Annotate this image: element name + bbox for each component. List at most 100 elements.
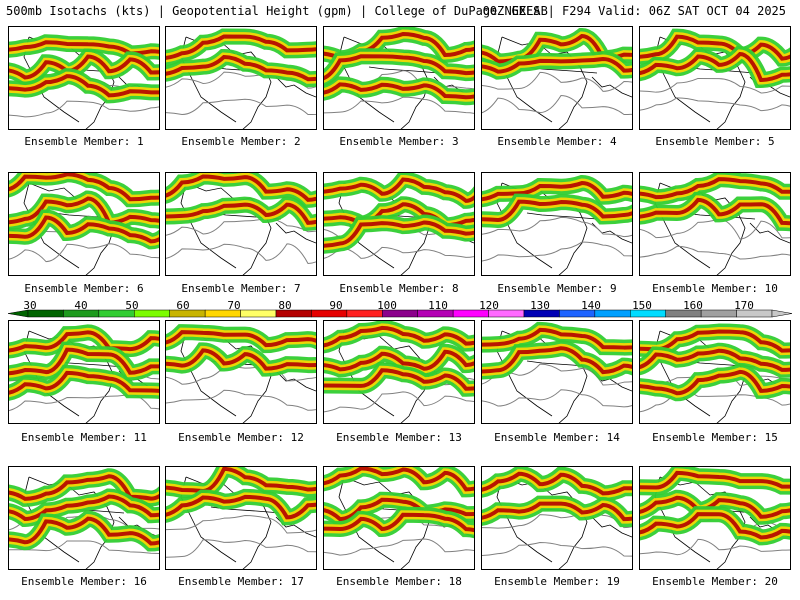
jet-streak [482,501,632,522]
panel-caption-14: Ensemble Member: 14 [494,431,620,444]
colorbar-tick-label: 110 [428,299,448,312]
ensemble-panel-15 [639,320,791,424]
map-panel-2 [166,28,316,129]
panel-caption-17: Ensemble Member: 17 [178,575,304,588]
ensemble-panel-12 [165,320,317,424]
jet-streak [9,40,159,56]
height-contour [482,216,632,238]
coastline [23,476,159,569]
height-contour [9,540,159,555]
height-contour [482,389,632,408]
panel-caption-12: Ensemble Member: 12 [178,431,304,444]
map-panel-20 [640,467,790,569]
jet-streak [9,347,159,376]
map-panel-3 [324,27,474,129]
colorbar-tick-label: 90 [329,299,343,312]
jet-streak [640,470,790,490]
jet-streak [640,369,790,396]
height-contour [166,98,316,116]
ensemble-panel-10 [639,172,791,276]
colorbar-tick-label: 50 [125,299,139,312]
panel-caption-9: Ensemble Member: 9 [497,282,617,295]
jet-streak [324,512,474,533]
jet-streak [640,495,790,519]
ensemble-panel-13 [323,320,475,424]
ensemble-panel-9 [481,172,633,276]
panel-caption-19: Ensemble Member: 19 [494,575,620,588]
ensemble-panel-5 [639,26,791,130]
jet-streak [324,325,474,348]
colorbar-tick-label: 60 [176,299,190,312]
header-run-info: 00Z GEFS | F294 Valid: 06Z SAT OCT 04 20… [482,4,786,18]
jet-streak [9,516,159,546]
map-panel-5 [640,28,790,129]
wind-speed-colorbar [8,309,792,318]
panel-caption-7: Ensemble Member: 7 [181,282,301,295]
height-contour [166,389,316,411]
jet-streak [324,220,474,248]
jet-streak [640,177,790,200]
map-panel-9 [482,175,632,275]
panel-caption-3: Ensemble Member: 3 [339,135,459,148]
height-contour [482,95,632,115]
ensemble-panel-7 [165,172,317,276]
jet-streak [482,471,632,496]
height-contour [324,391,474,413]
header: 500mb Isotachs (kts) | Geopotential Heig… [6,4,796,20]
map-panel-8 [324,173,474,275]
panel-caption-1: Ensemble Member: 1 [24,135,144,148]
height-contour [9,100,159,118]
map-panel-7 [166,173,316,275]
panel-caption-18: Ensemble Member: 18 [336,575,462,588]
height-contour [640,97,790,112]
colorbar-tick-label: 120 [479,299,499,312]
height-contour [640,538,790,556]
jet-streak [166,467,316,493]
height-contour [324,538,474,556]
colorbar-tick-label: 170 [734,299,754,312]
jet-streak [166,34,316,60]
ensemble-panel-19 [481,466,633,570]
jet-streak [9,330,159,353]
map-panel-17 [166,467,316,569]
colorbar-tick-label: 130 [530,299,550,312]
map-panel-18 [324,467,474,569]
jet-streak [9,494,159,521]
jet-streak [324,349,474,372]
map-panel-11 [9,324,159,423]
jet-streak [166,348,316,371]
map-panel-6 [9,173,159,275]
map-panel-1 [9,34,159,129]
height-contour [166,515,316,534]
jet-streak [482,327,632,350]
jet-streak [9,196,159,225]
map-panel-19 [482,467,632,569]
colorbar-tick-label: 30 [23,299,37,312]
jet-streak [482,346,632,375]
height-contour [482,71,632,92]
ensemble-panel-11 [8,320,160,424]
jet-streak [166,330,316,348]
panel-caption-2: Ensemble Member: 2 [181,135,301,148]
colorbar-tick-label: 140 [581,299,601,312]
header-title: 500mb Isotachs (kts) | Geopotential Heig… [6,4,548,18]
map-panel-15 [640,323,790,423]
jet-streak [9,74,159,98]
jet-streak [640,197,790,226]
height-contour [324,96,474,114]
panel-caption-8: Ensemble Member: 8 [339,282,459,295]
jet-streak [9,474,159,501]
map-panel-10 [640,173,790,275]
jet-streak [482,181,632,202]
panel-caption-15: Ensemble Member: 15 [652,431,778,444]
height-contour [482,542,632,557]
ensemble-panel-17 [165,466,317,570]
jet-streak [9,173,159,202]
jet-streak [324,54,474,81]
jet-streak [482,199,632,222]
jet-streak [640,512,790,540]
ensemble-panel-2 [165,26,317,130]
jet-streak [640,34,790,61]
ensemble-panel-6 [8,172,160,276]
ensemble-panel-3 [323,26,475,130]
